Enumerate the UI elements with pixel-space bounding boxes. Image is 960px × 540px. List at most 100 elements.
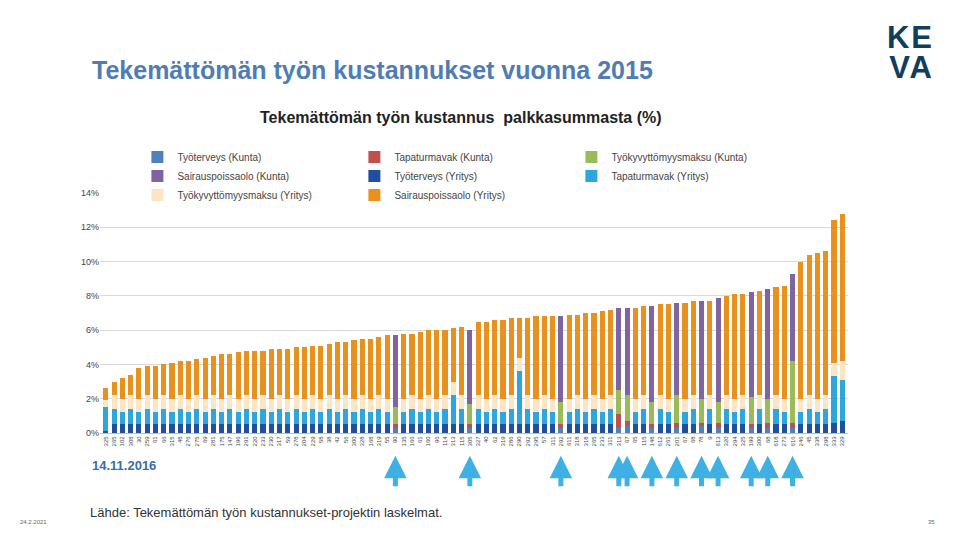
svg-text:199: 199 <box>748 436 754 447</box>
svg-text:281: 281 <box>210 436 216 447</box>
svg-text:40: 40 <box>483 436 489 443</box>
svg-text:318: 318 <box>583 436 589 447</box>
svg-text:308: 308 <box>128 436 134 447</box>
svg-text:204: 204 <box>301 436 307 447</box>
svg-text:168: 168 <box>368 436 374 447</box>
svg-text:45: 45 <box>806 436 812 443</box>
svg-text:4%: 4% <box>86 360 99 370</box>
svg-text:613: 613 <box>715 436 721 447</box>
svg-text:611: 611 <box>566 436 572 446</box>
svg-text:265: 265 <box>111 436 117 447</box>
svg-text:298: 298 <box>823 436 829 447</box>
svg-text:273: 273 <box>781 436 787 447</box>
svg-text:68: 68 <box>690 436 696 443</box>
svg-text:276: 276 <box>185 436 191 447</box>
svg-text:0%: 0% <box>86 428 99 438</box>
svg-text:67: 67 <box>682 436 688 443</box>
svg-text:233: 233 <box>260 436 266 447</box>
svg-text:160: 160 <box>425 436 431 447</box>
svg-text:48: 48 <box>177 436 183 443</box>
svg-text:114: 114 <box>442 436 448 446</box>
svg-text:148: 148 <box>649 436 655 447</box>
svg-text:292: 292 <box>525 436 531 447</box>
svg-text:338: 338 <box>814 436 820 447</box>
svg-text:9: 9 <box>707 436 713 440</box>
svg-text:42: 42 <box>334 436 340 443</box>
svg-text:Tekemättömän työn kustannus p: Tekemättömän työn kustannus palkkasummas… <box>260 109 662 126</box>
svg-text:Sairauspoissaolo (Yritys): Sairauspoissaolo (Yritys) <box>394 190 505 201</box>
svg-text:315: 315 <box>169 436 175 447</box>
svg-text:313: 313 <box>450 436 456 447</box>
svg-text:311: 311 <box>607 436 613 446</box>
svg-text:65: 65 <box>632 436 638 443</box>
svg-text:Työterveys (Kunta): Työterveys (Kunta) <box>177 152 261 163</box>
svg-text:2%: 2% <box>86 394 99 404</box>
svg-text:57: 57 <box>541 436 547 443</box>
svg-text:102: 102 <box>119 436 125 447</box>
svg-text:319: 319 <box>500 436 506 447</box>
svg-text:275: 275 <box>194 436 200 447</box>
svg-text:67: 67 <box>624 436 630 443</box>
svg-text:265: 265 <box>591 436 597 447</box>
svg-text:319: 319 <box>376 436 382 447</box>
svg-text:68: 68 <box>765 436 771 443</box>
svg-text:Sairauspoissaolo (Kunta): Sairauspoissaolo (Kunta) <box>177 171 289 182</box>
svg-text:311: 311 <box>550 436 556 446</box>
svg-text:90: 90 <box>392 436 398 443</box>
svg-text:333: 333 <box>831 436 837 447</box>
svg-text:58: 58 <box>318 436 324 443</box>
svg-text:Työterveys (Yritys): Työterveys (Yritys) <box>394 171 477 182</box>
svg-text:300: 300 <box>351 436 357 447</box>
svg-text:327: 327 <box>475 436 481 447</box>
svg-text:261: 261 <box>665 436 671 447</box>
svg-text:115: 115 <box>641 436 647 446</box>
svg-text:305: 305 <box>467 436 473 447</box>
svg-text:201: 201 <box>674 436 680 447</box>
svg-text:291: 291 <box>243 436 249 447</box>
svg-text:230: 230 <box>268 436 274 447</box>
svg-text:56: 56 <box>343 436 349 443</box>
svg-text:12%: 12% <box>81 222 99 232</box>
svg-text:229: 229 <box>310 436 316 447</box>
svg-text:328: 328 <box>359 436 365 447</box>
svg-text:30: 30 <box>136 436 142 443</box>
svg-text:66: 66 <box>161 436 167 443</box>
svg-text:59: 59 <box>285 436 291 443</box>
svg-text:220: 220 <box>252 436 258 447</box>
svg-text:14%: 14% <box>81 188 99 198</box>
svg-text:329: 329 <box>839 436 845 447</box>
svg-text:300: 300 <box>756 436 762 447</box>
svg-text:10%: 10% <box>81 257 99 267</box>
svg-text:318: 318 <box>574 436 580 447</box>
svg-text:278: 278 <box>293 436 299 447</box>
svg-text:135: 135 <box>401 436 407 447</box>
svg-text:233: 233 <box>599 436 605 447</box>
svg-text:8%: 8% <box>86 291 99 301</box>
svg-text:325: 325 <box>103 436 109 447</box>
svg-text:147: 147 <box>227 436 233 447</box>
svg-text:290: 290 <box>516 436 522 447</box>
svg-text:295: 295 <box>533 436 539 447</box>
svg-text:55: 55 <box>384 436 390 443</box>
svg-text:612: 612 <box>657 436 663 447</box>
svg-text:286: 286 <box>508 436 514 447</box>
svg-text:38: 38 <box>326 436 332 443</box>
svg-text:61: 61 <box>152 436 158 443</box>
svg-text:62: 62 <box>492 436 498 443</box>
svg-text:78: 78 <box>698 436 704 443</box>
svg-text:61: 61 <box>417 436 423 443</box>
svg-text:96: 96 <box>434 436 440 443</box>
svg-text:618: 618 <box>773 436 779 447</box>
svg-text:246: 246 <box>798 436 804 447</box>
svg-text:196: 196 <box>235 436 241 447</box>
svg-text:294: 294 <box>732 436 738 447</box>
svg-text:Työkyvyttömyysmaksu (Kunta): Työkyvyttömyysmaksu (Kunta) <box>611 152 747 163</box>
svg-text:292: 292 <box>558 436 564 447</box>
svg-text:6%: 6% <box>86 325 99 335</box>
svg-text:616: 616 <box>790 436 796 447</box>
svg-text:175: 175 <box>219 436 225 447</box>
svg-text:166: 166 <box>409 436 415 447</box>
svg-text:69: 69 <box>202 436 208 443</box>
svg-text:115: 115 <box>459 436 465 446</box>
svg-text:259: 259 <box>144 436 150 447</box>
